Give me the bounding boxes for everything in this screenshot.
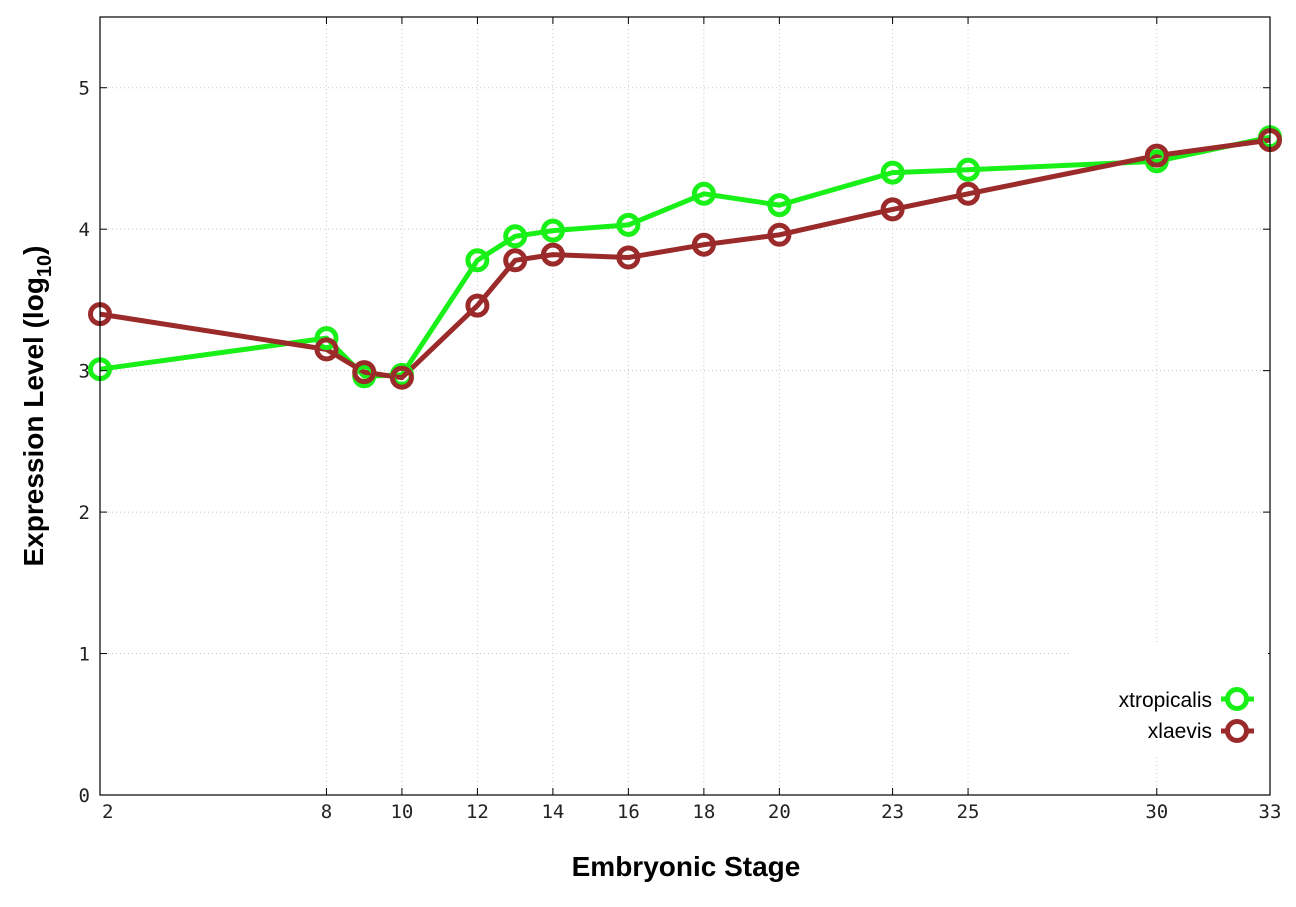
y-tick-label: 3 — [79, 361, 90, 383]
legend-swatch-marker-xlaevis — [1225, 719, 1249, 743]
x-tick-label: 20 — [768, 801, 791, 823]
data-point-xtropicalis — [465, 248, 490, 273]
data-point-xlaevis — [540, 242, 565, 267]
data-point-xlaevis — [465, 293, 490, 318]
x-tick-label: 30 — [1145, 801, 1168, 823]
data-point-xlaevis — [956, 181, 981, 206]
legend: xtropicalis xlaevis — [1072, 645, 1268, 755]
axis-ticks — [99, 17, 1271, 796]
data-point-xtropicalis — [691, 181, 716, 206]
series-lines — [88, 125, 1282, 390]
legend-label-xlaevis: xlaevis — [1148, 720, 1212, 743]
data-point-xlaevis — [691, 232, 716, 257]
y-tick-label: 2 — [79, 502, 90, 524]
data-point-xlaevis — [314, 337, 339, 362]
data-point-xtropicalis — [880, 160, 905, 185]
y-axis-title: Expression Level (log10) — [18, 246, 56, 567]
x-tick-label: 23 — [881, 801, 904, 823]
data-point-xtropicalis — [314, 326, 339, 351]
x-tick-label: 14 — [541, 801, 564, 823]
y-tick-label: 1 — [79, 644, 90, 666]
data-point-xtropicalis — [540, 218, 565, 243]
x-tick-label: 8 — [321, 801, 332, 823]
y-tick-label: 4 — [79, 219, 90, 241]
y-axis-title-main: Expression Level (log — [18, 277, 49, 566]
data-point-xtropicalis — [616, 212, 641, 237]
x-tick-label: 25 — [957, 801, 980, 823]
y-axis-title-close: ) — [18, 246, 49, 255]
data-point-xlaevis — [389, 365, 414, 390]
series-line-xlaevis — [99, 137, 1271, 381]
x-tick-label: 12 — [466, 801, 489, 823]
x-tick-label: 18 — [692, 801, 715, 823]
x-tick-label: 2 — [102, 801, 113, 823]
x-tick-label: 33 — [1259, 801, 1282, 823]
legend-swatch-marker-xtropicalis — [1225, 687, 1249, 711]
data-point-xlaevis — [880, 197, 905, 222]
data-point-xtropicalis — [956, 157, 981, 182]
data-point-xlaevis — [352, 360, 377, 385]
data-point-xlaevis — [616, 245, 641, 270]
grid-lines — [100, 17, 1270, 795]
data-point-xlaevis — [767, 222, 792, 247]
x-axis-title: Embryonic Stage — [572, 851, 801, 882]
data-point-xlaevis — [503, 248, 528, 273]
data-point-xtropicalis — [767, 193, 792, 218]
y-tick-label: 5 — [79, 78, 90, 100]
y-axis-title-subscript: 10 — [34, 255, 56, 277]
x-tick-label: 16 — [617, 801, 640, 823]
plot-frame — [99, 16, 1271, 796]
x-tick-label: 10 — [390, 801, 413, 823]
y-tick-label: 0 — [79, 785, 90, 807]
legend-label-xtropicalis: xtropicalis — [1119, 689, 1212, 712]
data-point-xtropicalis — [503, 224, 528, 249]
data-point-xlaevis — [1144, 143, 1169, 168]
